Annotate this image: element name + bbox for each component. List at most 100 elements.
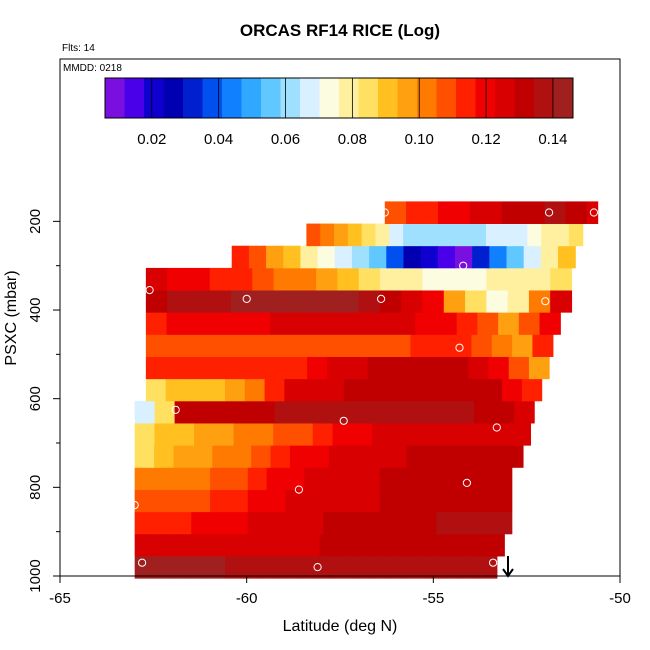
heat-cell	[398, 467, 419, 490]
heat-cell	[448, 356, 470, 380]
colorbar: 0.02 0.04 0.06 0.08 0.10 0.12 0.14	[104, 77, 574, 148]
arrow-marker	[502, 556, 514, 578]
heat-cell	[438, 201, 450, 224]
heat-cell	[300, 245, 319, 269]
heat-cell	[153, 467, 173, 490]
heat-cell	[472, 245, 490, 269]
heat-cell	[527, 223, 542, 247]
heat-cell	[512, 201, 524, 224]
heat-cell	[485, 223, 501, 247]
heat-cell	[474, 511, 494, 535]
heat-cell	[398, 511, 419, 535]
heat-cell	[436, 467, 456, 490]
colorbar-tick-label: 0.04	[204, 131, 233, 148]
colorbar-swatch	[358, 78, 379, 118]
heat-cell	[284, 378, 305, 402]
heat-cell	[188, 267, 211, 291]
heat-cell	[264, 533, 284, 557]
date-label: MMDD: 0218	[63, 63, 122, 74]
heat-cell	[209, 267, 232, 291]
heat-cell	[353, 312, 375, 335]
heat-cell	[387, 356, 409, 380]
heat-cell	[528, 290, 551, 313]
colorbar-swatch	[202, 78, 223, 118]
heat-cell	[319, 533, 339, 557]
heat-cell	[358, 290, 381, 313]
heat-cell	[297, 556, 317, 579]
heat-cell	[316, 290, 338, 313]
colorbar-swatch	[514, 78, 535, 118]
heat-cell	[351, 556, 371, 579]
heat-cell	[286, 356, 308, 380]
heat-cell	[253, 423, 274, 446]
heat-cell	[486, 267, 509, 291]
y-tick-label: 400	[27, 298, 44, 323]
flight-point	[138, 558, 147, 567]
heat-cell	[134, 445, 155, 468]
heat-cell	[411, 533, 431, 557]
heat-cell	[464, 445, 485, 468]
heat-cell	[261, 556, 281, 579]
heat-cell	[430, 334, 452, 357]
colorbar-tick-label: 0.02	[137, 131, 166, 148]
heat-cell	[214, 400, 236, 424]
heat-cell	[282, 533, 302, 557]
heat-cell	[389, 223, 404, 247]
heat-cell	[363, 378, 384, 402]
colorbar-swatch	[417, 78, 437, 118]
heat-cell	[379, 511, 400, 535]
colorbar-swatch	[280, 78, 301, 118]
heat-cell	[228, 467, 249, 490]
heat-cell	[416, 201, 428, 224]
heat-cell	[334, 400, 355, 424]
heat-cell	[354, 400, 375, 424]
colorbar-swatch	[105, 78, 125, 118]
heat-cell	[304, 511, 324, 535]
heat-cell	[334, 223, 349, 247]
heat-cell	[455, 489, 475, 513]
x-axis-label: Latitude (deg N)	[283, 618, 398, 635]
heat-cell	[194, 423, 215, 446]
heat-cell	[288, 334, 310, 357]
heat-cell	[320, 223, 335, 247]
flight-point	[380, 208, 389, 217]
heat-cell	[434, 400, 455, 424]
heat-cell	[145, 267, 168, 291]
colorbar-swatch	[183, 78, 203, 118]
heat-cell	[393, 533, 413, 557]
heat-cell	[568, 223, 584, 247]
heat-cell	[360, 489, 381, 513]
heat-cell	[274, 400, 296, 424]
chart-title: ORCAS RF14 RICE (Log)	[240, 21, 440, 40]
heat-cell	[165, 378, 187, 402]
flight-point	[492, 423, 501, 432]
heat-cell	[248, 245, 267, 269]
colorbar-tick-label: 0.14	[538, 131, 567, 148]
heat-cell	[444, 223, 459, 247]
heat-cell	[134, 511, 155, 535]
heat-cell	[394, 312, 416, 335]
heat-cell	[228, 489, 249, 513]
heat-cell	[460, 556, 480, 579]
heat-cell	[233, 423, 254, 446]
heat-cell	[411, 423, 433, 446]
heat-cell	[304, 467, 324, 490]
heat-cell	[254, 400, 276, 424]
colorbar-tick-label: 0.08	[338, 131, 367, 148]
heat-cell	[306, 223, 321, 247]
heat-cell	[172, 489, 192, 513]
heat-cell	[361, 223, 377, 247]
heat-cell	[246, 356, 268, 380]
heat-cell	[247, 334, 269, 357]
heat-cell	[172, 467, 192, 490]
heat-cell	[231, 445, 252, 468]
heat-cell	[384, 201, 397, 224]
heat-cell	[172, 511, 192, 535]
heat-cell	[428, 356, 449, 380]
heat-cell	[209, 290, 232, 313]
heat-cell	[292, 423, 314, 446]
heat-cell	[347, 223, 363, 247]
heat-cell	[482, 378, 503, 402]
heat-cell	[422, 290, 445, 313]
heat-cell	[191, 467, 211, 490]
